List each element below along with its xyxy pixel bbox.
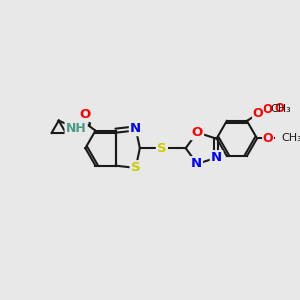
Text: N: N bbox=[211, 152, 222, 164]
Text: O: O bbox=[80, 108, 91, 121]
Text: S: S bbox=[131, 161, 140, 174]
Text: S: S bbox=[157, 142, 167, 155]
Text: O: O bbox=[191, 126, 203, 139]
Text: O: O bbox=[262, 103, 272, 116]
Text: CH₃: CH₃ bbox=[281, 134, 300, 143]
Text: N: N bbox=[130, 122, 141, 135]
Text: N: N bbox=[191, 158, 202, 170]
Text: NH: NH bbox=[66, 122, 86, 135]
Text: O: O bbox=[274, 102, 284, 115]
Text: O: O bbox=[263, 132, 273, 145]
Text: O: O bbox=[253, 107, 263, 120]
Text: CH₃: CH₃ bbox=[271, 104, 292, 114]
